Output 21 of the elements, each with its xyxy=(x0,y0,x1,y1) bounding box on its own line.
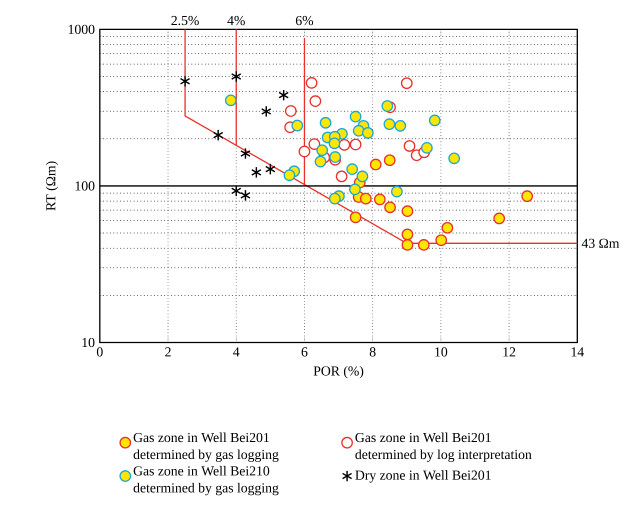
y-axis-title: RT (Ωm) xyxy=(46,161,58,210)
y-tick-label: 1000 xyxy=(68,24,94,34)
x-axis-title: POR (%) xyxy=(314,366,364,378)
text: 4% xyxy=(227,16,245,26)
legend-label: Gas zone in Well Bei201 determined by gas logging xyxy=(134,432,279,462)
legend-label: Dry zone in Well Bei201 xyxy=(355,470,491,482)
x-tick-label: 10 xyxy=(435,347,448,356)
x-tick-label: 8 xyxy=(370,347,376,356)
text: 43 Ωm xyxy=(582,238,620,248)
text: 6% xyxy=(296,16,314,26)
x-tick-label: 14 xyxy=(572,347,584,356)
y-tick-label: 10 xyxy=(82,338,94,347)
x-tick-label: 0 xyxy=(96,347,103,356)
x-tick-label: 6 xyxy=(302,347,308,356)
x-tick-label: 12 xyxy=(503,347,516,356)
x-tick-label: 2 xyxy=(165,347,171,356)
text: 2.5% xyxy=(171,16,199,26)
y-tick-label: 100 xyxy=(76,181,94,190)
legend-label: Gas zone in Well Bei201 determined by log interpretation xyxy=(355,432,532,462)
x-tick-label: 4 xyxy=(233,347,240,356)
legend-label: Gas zone in Well Bei210 determined by gas logging xyxy=(134,466,279,496)
